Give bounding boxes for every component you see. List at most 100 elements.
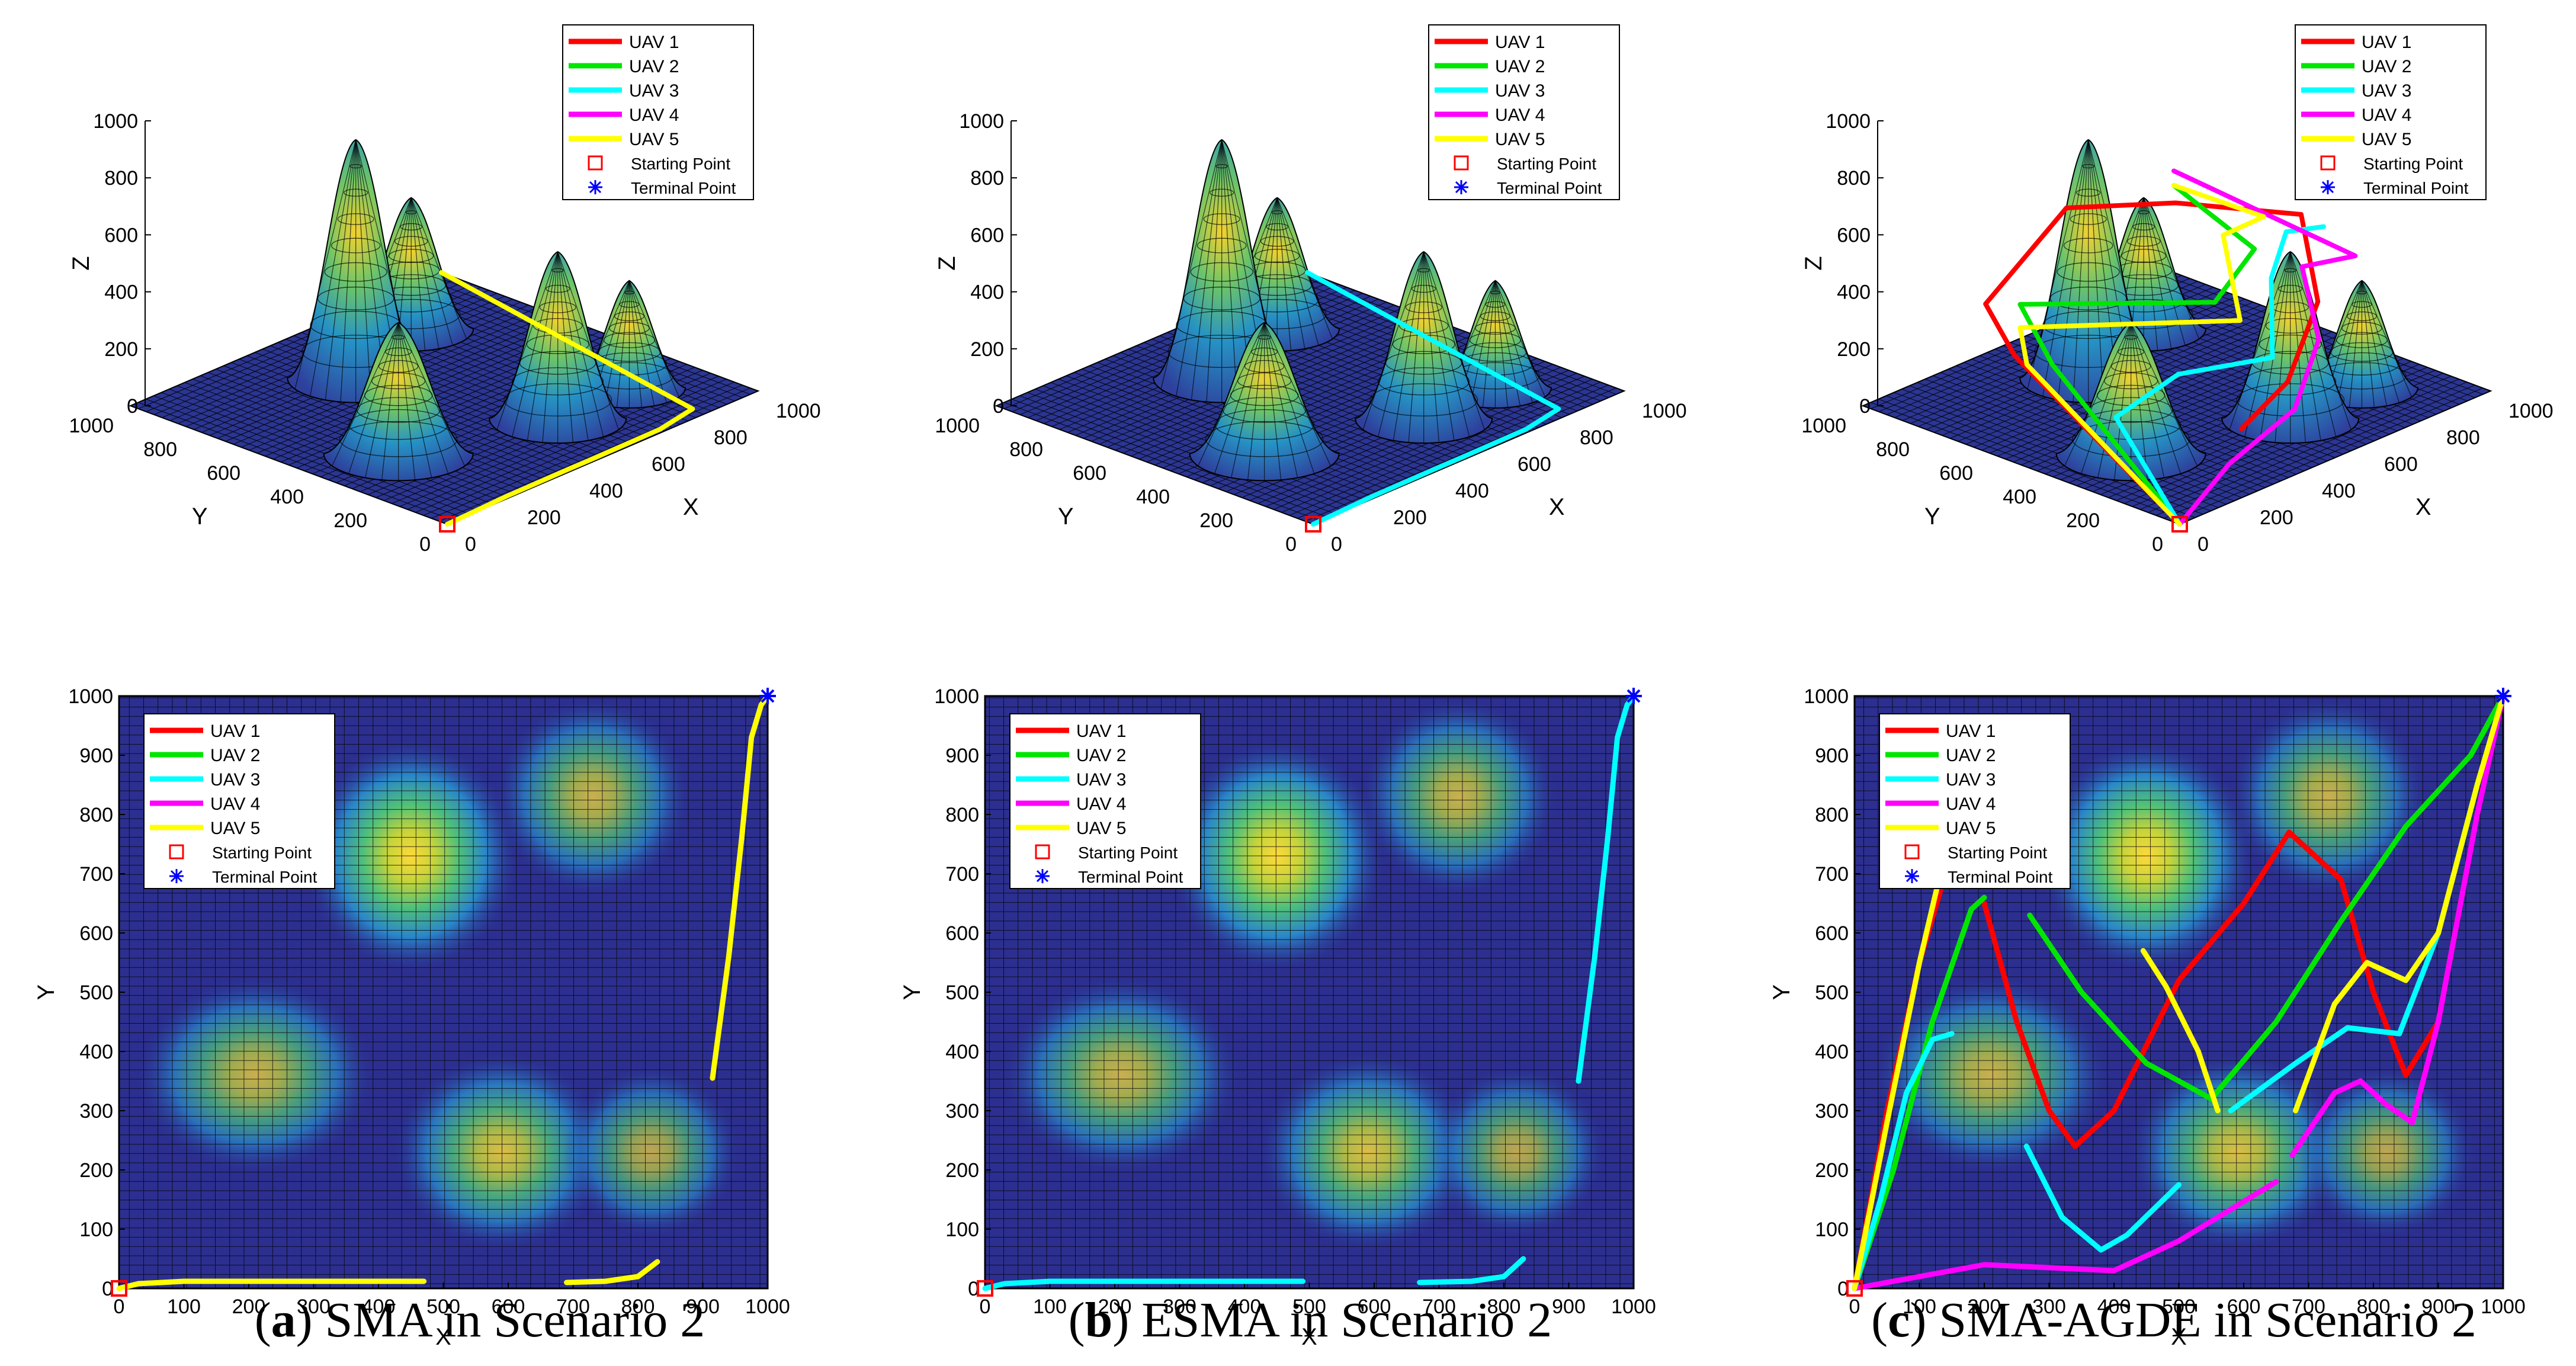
panel-c-2d-legend-label-terminal: Terminal Point xyxy=(1948,868,2053,886)
panel-b-2d-xtick-label-8: 800 xyxy=(1487,1296,1521,1318)
panel-c-2d-ytick-label-6: 600 xyxy=(1815,922,1849,945)
panel-b-2d-xtick-label-3: 300 xyxy=(1163,1296,1196,1318)
panel-c-2d-legend-swatch-terminal xyxy=(1905,869,1919,883)
panel-a-2d-ytick-label-10: 1000 xyxy=(68,685,113,708)
panel-a-3d-hill-2-rib-2 xyxy=(604,280,630,406)
panel-b-2d-ytick-label-9: 900 xyxy=(945,745,979,767)
panel-b-3d-xtick-label-1: 200 xyxy=(1393,506,1427,529)
panel-b-3d-xtick-label-0: 0 xyxy=(1331,533,1342,556)
panel-c-3d-hill-3-rib-3 xyxy=(2275,251,2291,443)
panel-b-2d-ytick-label-5: 500 xyxy=(945,982,979,1004)
panel-b-2d-legend-label-uav3: UAV 3 xyxy=(1076,770,1126,790)
panel-a-2d-start-marker xyxy=(111,1280,127,1297)
panel-b-3d-legend-label-uav4: UAV 4 xyxy=(1495,105,1545,125)
panel-a-2d-xtick-label-9: 900 xyxy=(686,1296,720,1318)
panel-c-2d-ylabel: Y xyxy=(1769,985,1795,1001)
panel-a-3d-hill-2-rib-5 xyxy=(628,280,643,408)
panel-a-2d-terminal-stroke-3 xyxy=(761,689,775,703)
panel-c-2d-start-marker xyxy=(1846,1280,1863,1297)
panel-a-2d-legend-label-uav4: UAV 4 xyxy=(210,794,260,814)
panel-a-3d-ytick-label-3: 600 xyxy=(207,462,240,485)
panel-b-3d-hill-3-rib-3 xyxy=(1408,251,1425,443)
panel-b-2d-legend-label-uav1: UAV 1 xyxy=(1076,722,1126,741)
panel-b-3d-hill-4-rib-5 xyxy=(1264,322,1282,480)
panel-b-2d-terminal-marker xyxy=(1625,688,1642,704)
panel-a-3d-hill-2-rib-8 xyxy=(628,280,680,397)
panel-c-3d-xtick-label-3: 600 xyxy=(2384,453,2418,476)
panel-c-3d-start-marker xyxy=(2171,516,2188,533)
panel-b-3d-ytick-label-5: 1000 xyxy=(935,415,980,437)
panel-a-2d-xtick-label-8: 800 xyxy=(621,1296,655,1318)
panel-a-2d-xtick-label-0: 0 xyxy=(114,1296,125,1318)
panel-a-3d-hill-4-rib-3 xyxy=(381,322,399,480)
panel-c-3d-ztick-label-4: 800 xyxy=(1837,167,1871,190)
panel-c-3d-hill-4-rib-8 xyxy=(2131,322,2198,466)
caption-b-letter: b xyxy=(1085,1293,1113,1348)
panel-b-3d-hill-1-rib-2 xyxy=(1191,139,1223,400)
panel-a-3d-xtick-label-1: 200 xyxy=(527,506,561,529)
panel-c-3d-hill-0-rib-8 xyxy=(2143,197,2200,339)
panel-a-3d-hill-4 xyxy=(323,322,474,482)
panel-c-2d-series-uav4-seg-1 xyxy=(2289,693,2506,1158)
panel-b-2d-legend-label-terminal: Terminal Point xyxy=(1078,868,1183,886)
panel-b-3d-xtick-label-3: 600 xyxy=(1518,453,1551,476)
panel-c-3d-legend-label-uav5: UAV 5 xyxy=(2362,130,2411,149)
panel-a-2d-xlabel: X xyxy=(435,1324,451,1350)
panel-c-3d-legend-label-uav4: UAV 4 xyxy=(2362,105,2411,125)
panel-b-3d-ztick-label-5: 1000 xyxy=(959,110,1004,133)
panel-c-3d-ztick-label-2: 400 xyxy=(1837,281,1871,304)
panel-c-2d-xtick-label-1: 100 xyxy=(1903,1296,1936,1318)
panel-b-3d-ztick-label-0: 0 xyxy=(993,395,1004,418)
panel-b-2d-legend-swatch-start xyxy=(1035,844,1050,860)
panel-a-3d-start-marker xyxy=(439,516,455,533)
panel-b-3d-hill-0-rib-5 xyxy=(1276,197,1292,351)
panel-c-2d-series-uav3-seg-1 xyxy=(2023,1143,2182,1253)
panel-c-2d-xtick-label-7: 700 xyxy=(2292,1296,2325,1318)
panel-c-2d-legend: UAV 1 UAV 2 UAV 3 UAV 4 UAV 5 Starting Point T… xyxy=(1879,713,2071,889)
panel-a-3d-ztick-label-0: 0 xyxy=(127,395,138,418)
panel-c-3d-series-uav4 xyxy=(2171,168,2358,527)
panel-c-2d-xtick-label-4: 400 xyxy=(2097,1296,2131,1318)
panel-c-3d-hill-2-rib-7 xyxy=(2361,280,2400,403)
panel-b-3d-legend-swatch-terminal-stroke-3 xyxy=(1455,181,1468,194)
panel-b-2d-ytick-label-0: 0 xyxy=(968,1278,979,1300)
panel-c-3d-legend: UAV 1 UAV 2 UAV 3 UAV 4 UAV 5 Starting Point T… xyxy=(2295,24,2487,200)
panel-c-2d-plot: 0 100 200 300 400 500 600 700 800 900 1000 0 100 200 3… xyxy=(1769,685,2526,1350)
panel-a-3d-hill-4-rib-5 xyxy=(398,322,416,480)
panel-b-2d-legend: UAV 1 UAV 2 UAV 3 UAV 4 UAV 5 Starting Point T… xyxy=(1009,713,1201,889)
panel-a-2d-legend-label-start: Starting Point xyxy=(212,844,312,862)
panel-c-2d-series-uav5-seg-2 xyxy=(2293,693,2506,1114)
panel-c-2d-ytick-label-10: 1000 xyxy=(1804,685,1849,708)
panel-a-3d-hill-0-rib-8 xyxy=(410,197,467,339)
panel-b-3d-hill-3-rib-5 xyxy=(1423,251,1439,443)
panel-b-2d-xtick-label-6: 600 xyxy=(1358,1296,1391,1318)
panel-b-2d-xtick-label-7: 700 xyxy=(1422,1296,1456,1318)
panel-b-3d-xtick-label-2: 400 xyxy=(1455,480,1489,502)
panel-c-2d-series-uav4-seg-0 xyxy=(1852,1179,2279,1291)
panel-c-3d-hill-4 xyxy=(2055,322,2206,482)
panel-b-2d-series-uav3-seg-2 xyxy=(1576,693,1637,1084)
panel-b-3d-xtick-label-4: 800 xyxy=(1580,427,1613,449)
panel-a-2d-xtick-label-6: 600 xyxy=(492,1296,525,1318)
panel-b-3d-ytick-label-3: 600 xyxy=(1073,462,1106,485)
panel-a-2d-xtick-label-5: 500 xyxy=(426,1296,460,1318)
panel-b-3d-surface-mesh-x-40 xyxy=(1307,272,1625,392)
panel-b-2d-ytick-label-3: 300 xyxy=(945,1100,979,1123)
panel-c-2d-ytick-label-2: 200 xyxy=(1815,1159,1849,1182)
panel-c-3d-legend-swatch-terminal-stroke-3 xyxy=(2321,181,2334,194)
panel-c-3d-hill-2-rib-6 xyxy=(2361,280,2388,406)
panel-c-3d-ztick-label-5: 1000 xyxy=(1826,110,1871,133)
panel-a-2d-plot: 0 100 200 300 400 500 600 700 800 900 1000 0 100 200 3… xyxy=(33,685,790,1350)
panel-a-2d-xtick-label-4: 400 xyxy=(362,1296,396,1318)
panel-c-3d-hill-2-rib-8 xyxy=(2361,280,2413,397)
panel-a-3d-hill-1-rib-5 xyxy=(355,139,371,402)
panel-b-3d-legend-label-uav2: UAV 2 xyxy=(1495,57,1545,76)
panel-c-2d-ytick-label-0: 0 xyxy=(1837,1278,1849,1300)
panel-a-3d-hill-4-rib-8 xyxy=(398,322,466,466)
panel-c-3d-hill-4-rib-6 xyxy=(2131,322,2165,478)
panel-b-2d-series-uav3-seg-1 xyxy=(1417,1256,1526,1285)
panel-a-3d-hill-2-rib-7 xyxy=(628,280,668,403)
panel-a-3d-xtick-label-5: 1000 xyxy=(776,400,821,422)
panel-c-2d-terminal-marker xyxy=(2495,688,2511,704)
panel-a-3d-ytick-label-0: 0 xyxy=(419,533,431,556)
